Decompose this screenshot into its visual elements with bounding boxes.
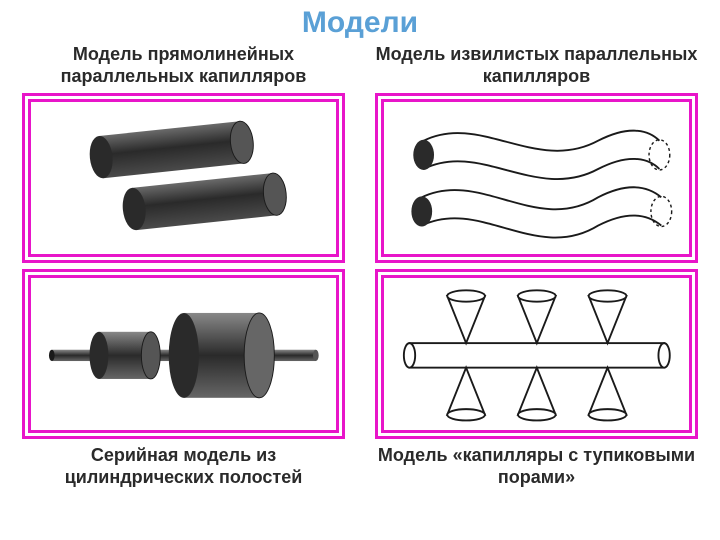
diagram-straight-capillaries [38, 103, 330, 254]
panel-straight-capillaries [22, 93, 345, 263]
panel-dead-end-pores [375, 269, 698, 439]
diagram-tortuous-capillaries [391, 103, 683, 254]
model-grid: Модель прямолинейных параллельных капилл… [0, 40, 720, 498]
caption-top-left: Модель прямолинейных параллельных капилл… [22, 44, 345, 87]
diagram-serial-cavities [38, 279, 330, 430]
panel-serial-cavities [22, 269, 345, 439]
diagram-dead-end-pores [391, 279, 683, 430]
panel-tortuous-capillaries [375, 93, 698, 263]
page-title: Модели [0, 0, 720, 40]
caption-top-right: Модель извилистых параллельных капилляро… [375, 44, 698, 87]
caption-bottom-left: Серийная модель из цилиндрических полост… [22, 445, 345, 488]
caption-bottom-right: Модель «капилляры с тупиковыми порами» [375, 445, 698, 488]
